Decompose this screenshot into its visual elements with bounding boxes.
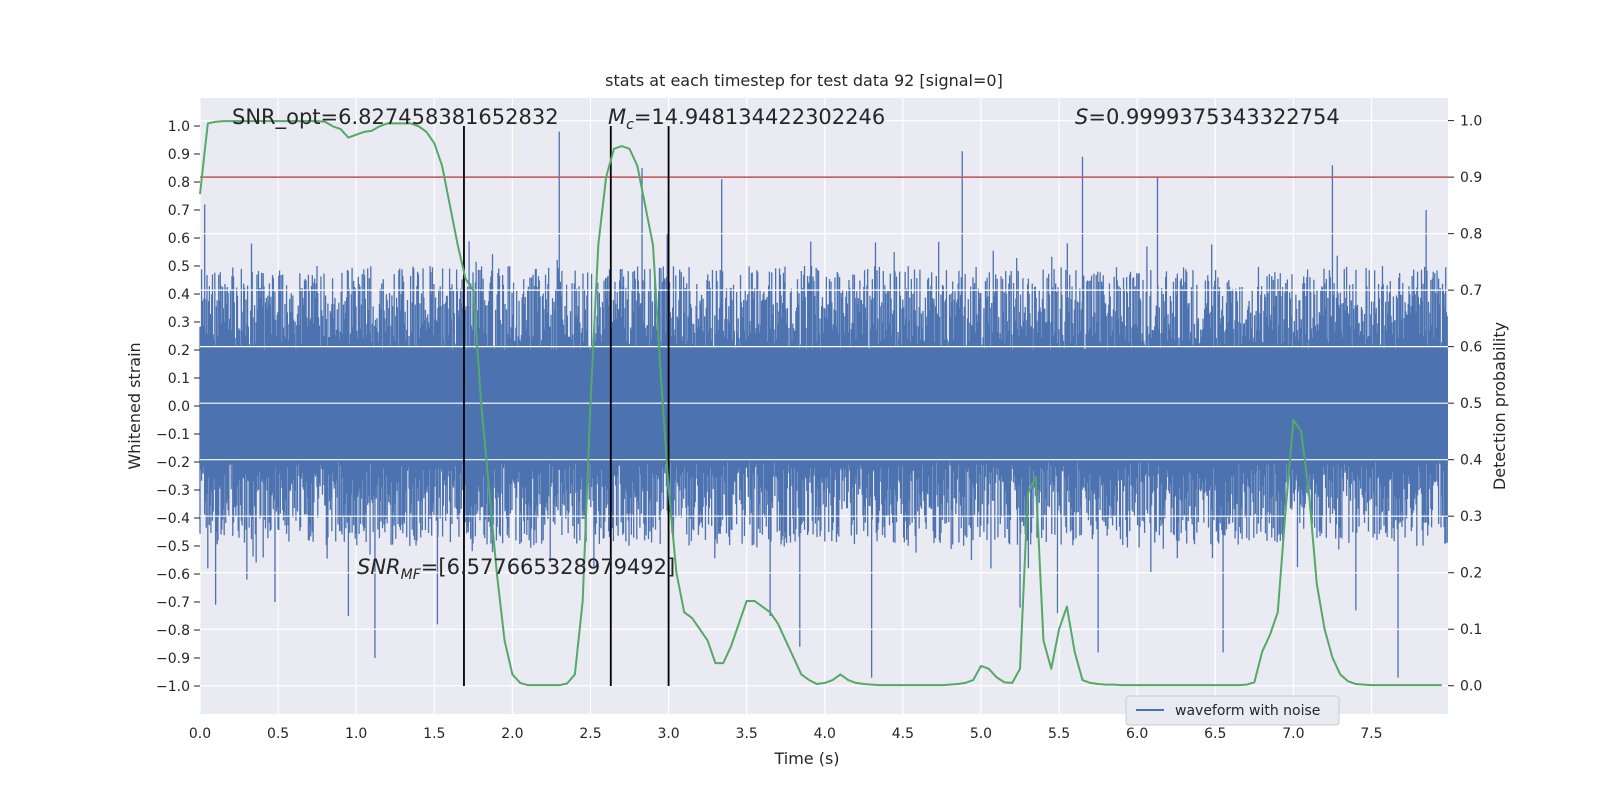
marker-lines-group <box>463 126 670 686</box>
y-tick-label: 1.0 <box>168 119 190 135</box>
y-tick-label: 0.7 <box>168 203 190 219</box>
snr-mf-symbol: SNR <box>357 555 401 579</box>
x-tick-label: 4.5 <box>892 726 914 742</box>
x-tick-label: 6.0 <box>1126 726 1148 742</box>
y-tick-label: −0.1 <box>156 427 190 443</box>
y2-tick-label: 0.9 <box>1460 170 1482 186</box>
y-tick-label: 0.1 <box>168 371 190 387</box>
y-tick-label: 0.5 <box>168 259 190 275</box>
y-tick-label: −0.8 <box>156 623 190 639</box>
snr-mf-annotation: SNRMF=[6.577665328979492] <box>357 555 675 583</box>
x-tick-label: 1.5 <box>423 726 445 742</box>
y-tick-label: −0.5 <box>156 539 190 555</box>
y-tick-label: −0.4 <box>156 511 190 527</box>
x-tick-label: 2.5 <box>579 726 601 742</box>
y-tick-label: 0.4 <box>168 287 190 303</box>
y-tick-label: 0.9 <box>168 147 190 163</box>
y-tick-label: −0.7 <box>156 595 190 611</box>
x-tick-label: 2.0 <box>501 726 523 742</box>
y2-tick-label: 0.1 <box>1460 622 1482 638</box>
y2-tick-label: 0.0 <box>1460 679 1482 695</box>
y-tick-label: 0.3 <box>168 315 190 331</box>
y2-tick-label: 0.7 <box>1460 283 1482 299</box>
legend-box <box>1125 695 1340 726</box>
y2-tick-label: 0.3 <box>1460 509 1482 525</box>
y2-tick-label: 0.4 <box>1460 453 1482 469</box>
legend-label-waveform: waveform with noise <box>1175 703 1320 719</box>
chirp-mass-subscript: c <box>626 117 634 133</box>
y2-tick-label: 0.2 <box>1460 566 1482 582</box>
y-tick-label: 0.6 <box>168 231 190 247</box>
y2-tick-label: 1.0 <box>1460 114 1482 130</box>
x-tick-label: 3.5 <box>736 726 758 742</box>
x-tick-label: 5.0 <box>970 726 992 742</box>
y-tick-label: 0.0 <box>168 399 190 415</box>
waveform-with-noise-series <box>199 131 1448 678</box>
detection-probability-group <box>199 120 1442 687</box>
s-value: =0.9999375343322754 <box>1088 105 1339 129</box>
y-tick-label: 0.8 <box>168 175 190 191</box>
y2-axis-ticks: 1.0 0.9 0.8 0.7 0.6 0.5 0.4 0.3 0.2 0.1 0.0 <box>1448 114 1482 695</box>
x-tick-label: 0.0 <box>189 726 211 742</box>
chirp-mass-annotation: Mc=14.948134422302246 <box>608 105 885 133</box>
s-symbol: S <box>1075 105 1088 129</box>
x-tick-label: 7.0 <box>1282 726 1304 742</box>
y2-tick-label: 0.5 <box>1460 396 1482 412</box>
chart-title: stats at each timestep for test data 92 … <box>605 71 1003 90</box>
chirp-mass-symbol: M <box>608 105 626 129</box>
y-tick-label: −0.2 <box>156 455 190 471</box>
x-tick-label: 0.5 <box>267 726 289 742</box>
y-tick-label: 0.2 <box>168 343 190 359</box>
x-tick-label: 6.5 <box>1204 726 1226 742</box>
x-tick-label: 4.0 <box>814 726 836 742</box>
x-axis-label: Time (s) <box>773 749 839 768</box>
x-tick-label: 7.5 <box>1360 726 1382 742</box>
y-tick-label: −0.9 <box>156 651 190 667</box>
x-tick-label: 5.5 <box>1048 726 1070 742</box>
x-tick-label: 1.0 <box>345 726 367 742</box>
y-axis-ticks: 1.0 0.9 0.8 0.7 0.6 0.5 0.4 0.3 0.2 0.1 0.0 −0.1 −0.… <box>156 119 200 695</box>
x-axis-ticks: 0.0 0.5 1.0 1.5 2.0 2.5 3.0 3.5 4.0 4.5 5.0 5.5 6.0 6… <box>189 726 1383 742</box>
snr-mf-subscript: MF <box>401 567 422 583</box>
snr-mf-value: =[6.577665328979492] <box>421 555 675 579</box>
y2-tick-label: 0.6 <box>1460 340 1482 356</box>
legend: waveform with noise <box>1125 695 1340 726</box>
detection-probability-line <box>199 120 1442 687</box>
snr-opt-annotation: SNR_opt=6.827458381652832 <box>232 105 559 130</box>
x-tick-label: 3.0 <box>657 726 679 742</box>
y2-axis-label: Detection probability <box>1490 322 1509 490</box>
y-tick-label: −1.0 <box>156 679 190 695</box>
s-annotation: S=0.9999375343322754 <box>1075 105 1340 129</box>
waveform-with-noise-line <box>199 131 1448 678</box>
y2-tick-label: 0.8 <box>1460 227 1482 243</box>
y-tick-label: −0.3 <box>156 483 190 499</box>
chirp-mass-value: =14.948134422302246 <box>634 105 885 129</box>
y-tick-label: −0.6 <box>156 567 190 583</box>
y-axis-label: Whitened strain <box>125 342 144 469</box>
